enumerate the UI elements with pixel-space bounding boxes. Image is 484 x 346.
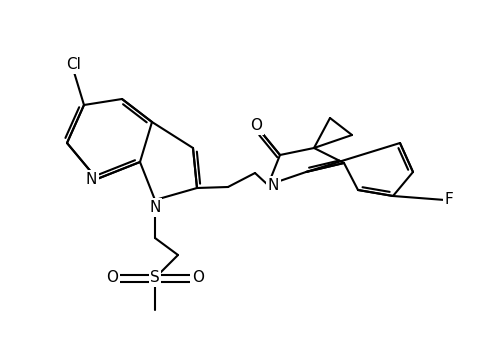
Text: N: N (149, 200, 160, 215)
Text: N: N (268, 177, 279, 192)
Text: Cl: Cl (66, 57, 81, 72)
Text: O: O (192, 271, 204, 285)
Text: S: S (150, 271, 160, 285)
Text: N: N (86, 172, 97, 186)
Text: O: O (106, 271, 118, 285)
Text: O: O (249, 118, 261, 133)
Text: F: F (444, 192, 453, 208)
